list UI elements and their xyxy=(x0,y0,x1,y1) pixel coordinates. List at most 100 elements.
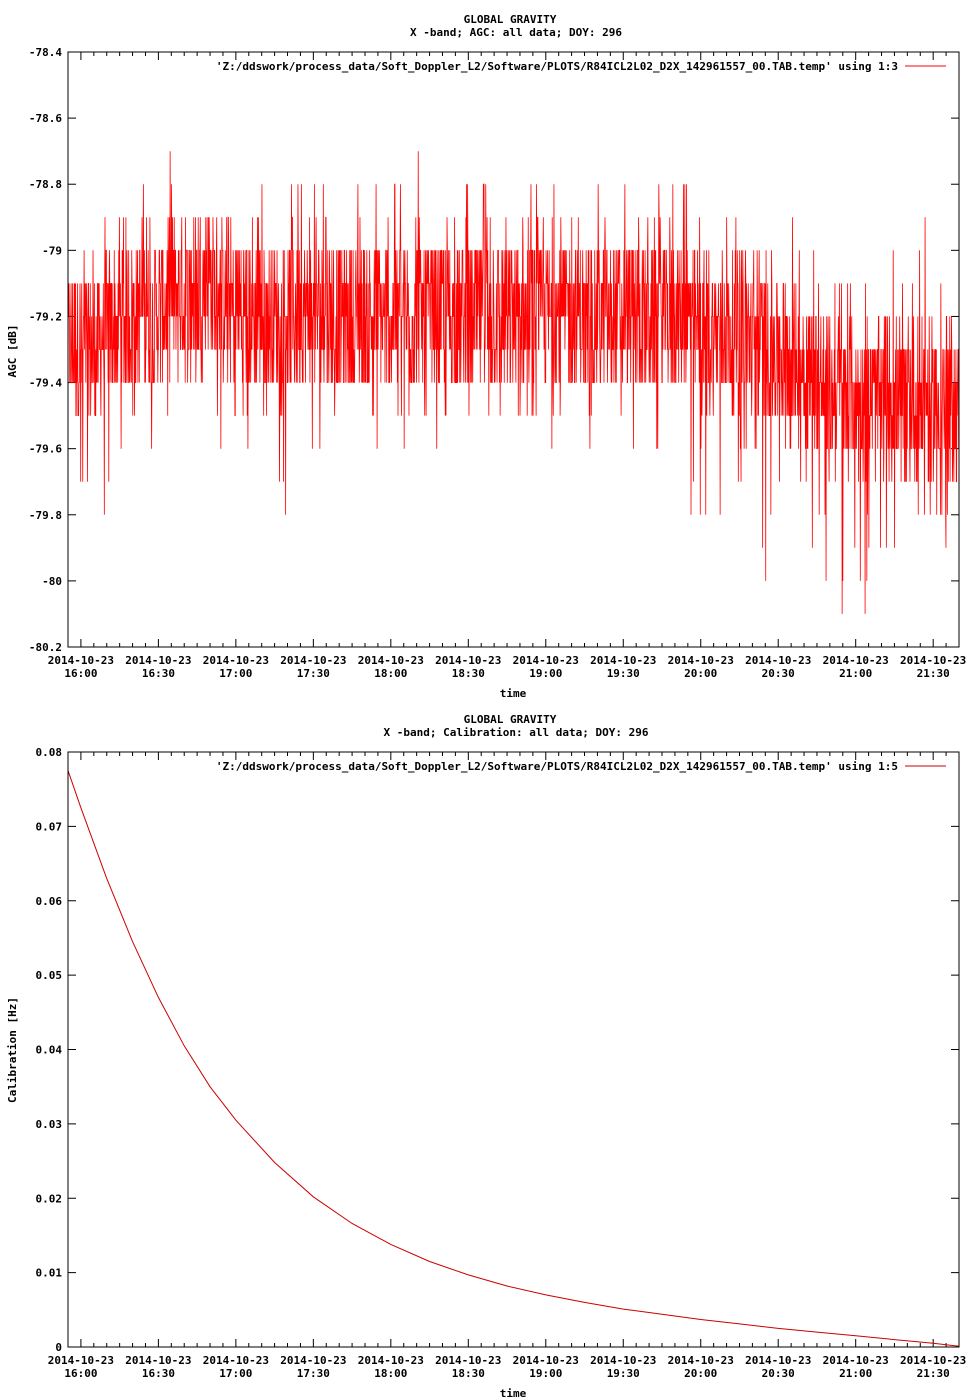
x-tick-label-time: 17:00 xyxy=(219,667,252,680)
y-tick: 0.02 xyxy=(36,1192,959,1205)
y-tick-label: 0.08 xyxy=(36,746,63,759)
chart-title: GLOBAL GRAVITY xyxy=(464,713,557,726)
y-tick-label: 0.07 xyxy=(36,820,63,833)
x-tick-label-time: 19:00 xyxy=(529,667,562,680)
x-tick-label-time: 17:30 xyxy=(297,1367,330,1380)
x-tick-label-time: 17:00 xyxy=(219,1367,252,1380)
x-tick-label-date: 2014-10-23 xyxy=(590,654,656,667)
y-tick: 0.06 xyxy=(36,895,959,908)
x-tick-label-time: 16:30 xyxy=(142,667,175,680)
x-tick-label-date: 2014-10-23 xyxy=(203,1354,269,1367)
y-tick-label: -79.8 xyxy=(29,509,62,522)
plot-frame xyxy=(67,751,960,1348)
x-tick-label-time: 21:30 xyxy=(917,667,950,680)
x-tick-label-date: 2014-10-23 xyxy=(125,654,191,667)
x-tick-label-time: 18:30 xyxy=(452,1367,485,1380)
y-tick-label: 0.01 xyxy=(36,1267,63,1280)
x-tick-label-time: 16:00 xyxy=(64,667,97,680)
y-tick: 0.05 xyxy=(36,969,959,982)
x-tick-label-date: 2014-10-23 xyxy=(48,654,114,667)
x-tick-label-time: 21:00 xyxy=(839,667,872,680)
y-tick-label: -78.6 xyxy=(29,112,62,125)
series-agc xyxy=(67,151,960,614)
calibration-chart: GLOBAL GRAVITY X -band; Calibration: all… xyxy=(6,713,966,1400)
y-tick-label: -79.6 xyxy=(29,443,62,456)
y-tick-label: -78.4 xyxy=(29,46,62,59)
x-tick-label-time: 20:30 xyxy=(762,667,795,680)
y-tick: 0.01 xyxy=(36,1267,959,1280)
x-axis-label: time xyxy=(500,687,527,700)
y-tick-label: 0.06 xyxy=(36,895,63,908)
agc-chart: GLOBAL GRAVITY X -band; AGC: all data; D… xyxy=(6,13,966,700)
x-tick-label-time: 19:00 xyxy=(529,1367,562,1380)
x-tick-label-date: 2014-10-23 xyxy=(900,654,966,667)
y-tick-label: -79.2 xyxy=(29,310,62,323)
chart-subtitle: X -band; AGC: all data; DOY: 296 xyxy=(410,26,622,39)
y-tick: -78.8 xyxy=(29,178,959,191)
x-tick-label-date: 2014-10-23 xyxy=(745,654,811,667)
x-axis-label: time xyxy=(500,1387,527,1400)
x-tick-label-date: 2014-10-23 xyxy=(435,1354,501,1367)
y-tick-label: -79 xyxy=(42,244,62,257)
chart-subtitle: X -band; Calibration: all data; DOY: 296 xyxy=(384,726,649,739)
x-tick-label-date: 2014-10-23 xyxy=(745,1354,811,1367)
x-tick-label-date: 2014-10-23 xyxy=(435,654,501,667)
y-tick: 0.07 xyxy=(36,820,959,833)
x-tick-label-time: 18:30 xyxy=(452,667,485,680)
y-tick-label: 0.02 xyxy=(36,1192,63,1205)
x-tick-label-time: 20:00 xyxy=(684,667,717,680)
y-tick-label: -80 xyxy=(42,575,62,588)
x-tick-label-date: 2014-10-23 xyxy=(358,654,424,667)
y-tick: -79.8 xyxy=(29,509,959,522)
y-ticks: 0 0.01 0.02 0.03 0.04 0.05 0.06 0.07 0.08 xyxy=(36,746,959,1354)
x-tick-label-date: 2014-10-23 xyxy=(823,1354,889,1367)
x-tick-label-date: 2014-10-23 xyxy=(203,654,269,667)
x-ticks: 2014-10-2316:002014-10-2316:302014-10-23… xyxy=(48,752,966,1380)
x-tick-label-time: 17:30 xyxy=(297,667,330,680)
series-line xyxy=(67,770,960,1347)
x-tick-label-date: 2014-10-23 xyxy=(590,1354,656,1367)
x-tick-label-date: 2014-10-23 xyxy=(513,654,579,667)
y-ticks: -78.4 -78.6 -78.8 -79 -79.2 -79.4 -79.6 -79.8 -8… xyxy=(29,46,959,654)
x-tick-label-time: 20:30 xyxy=(762,1367,795,1380)
x-tick-label-time: 21:00 xyxy=(839,1367,872,1380)
x-tick-label-date: 2014-10-23 xyxy=(280,654,346,667)
x-tick-label-date: 2014-10-23 xyxy=(668,1354,734,1367)
x-tick-label-time: 16:00 xyxy=(64,1367,97,1380)
y-tick-label: 0.03 xyxy=(36,1118,63,1131)
x-tick-label-time: 20:00 xyxy=(684,1367,717,1380)
y-tick: 0.04 xyxy=(36,1044,959,1057)
x-tick-label-date: 2014-10-23 xyxy=(280,1354,346,1367)
y-tick: 0.03 xyxy=(36,1118,959,1131)
y-tick-label: 0.04 xyxy=(36,1044,63,1057)
x-tick-label-time: 19:30 xyxy=(607,667,640,680)
x-tick-label-date: 2014-10-23 xyxy=(48,1354,114,1367)
series-calibration xyxy=(67,770,960,1347)
y-axis-label: Calibration [Hz] xyxy=(6,997,19,1103)
y-tick-label: -79.4 xyxy=(29,377,62,390)
plot-frame xyxy=(67,51,960,648)
x-tick-label-time: 18:00 xyxy=(374,1367,407,1380)
x-tick-label-date: 2014-10-23 xyxy=(823,654,889,667)
y-tick-label: -78.8 xyxy=(29,178,62,191)
x-tick-label-time: 19:30 xyxy=(607,1367,640,1380)
x-ticks: 2014-10-2316:002014-10-2316:302014-10-23… xyxy=(48,52,966,680)
y-tick-label: 0 xyxy=(55,1341,62,1354)
y-tick: -80 xyxy=(42,575,959,588)
x-tick-label-date: 2014-10-23 xyxy=(125,1354,191,1367)
y-tick-label: -80.2 xyxy=(29,641,62,654)
x-tick-label-date: 2014-10-23 xyxy=(900,1354,966,1367)
legend-label: 'Z:/ddswork/process_data/Soft_Doppler_L2… xyxy=(216,60,898,73)
y-axis-label: AGC [dB] xyxy=(6,325,19,378)
chart-title: GLOBAL GRAVITY xyxy=(464,13,557,26)
y-tick-label: 0.05 xyxy=(36,969,63,982)
series-line xyxy=(67,151,960,614)
x-tick-label-time: 16:30 xyxy=(142,1367,175,1380)
x-tick-label-time: 18:00 xyxy=(374,667,407,680)
y-tick: -78.6 xyxy=(29,112,959,125)
x-tick-label-date: 2014-10-23 xyxy=(668,654,734,667)
legend-label: 'Z:/ddswork/process_data/Soft_Doppler_L2… xyxy=(216,760,898,773)
y-tick: -79 xyxy=(42,244,959,257)
x-tick-label-date: 2014-10-23 xyxy=(358,1354,424,1367)
